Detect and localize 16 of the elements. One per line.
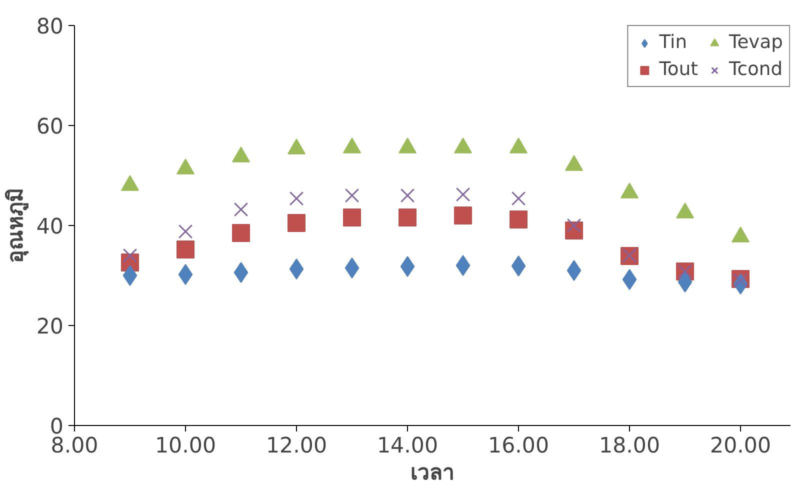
- y-tick-label: 80: [36, 14, 64, 40]
- x-tick-label: 10.00: [154, 434, 216, 458]
- y-axis-title: อุณหภูมิ: [3, 188, 30, 263]
- legend-label: Tin: [659, 32, 688, 53]
- x-tick-label: 18.00: [599, 434, 660, 458]
- legend-label: Tevap: [728, 32, 783, 53]
- y-tick-label: 40: [36, 214, 64, 240]
- legend-label: Tcond: [728, 59, 783, 80]
- x-tick-label: 20.00: [710, 434, 772, 458]
- x-tick-label: 14.00: [376, 434, 438, 458]
- x-axis-title: เวลา: [410, 460, 454, 486]
- x-tick-label: 12.00: [266, 434, 328, 458]
- y-tick-label: 60: [36, 114, 64, 140]
- legend-label: Tout: [659, 59, 698, 80]
- y-tick-label: 20: [36, 314, 64, 340]
- x-tick-label: 16.00: [488, 434, 550, 458]
